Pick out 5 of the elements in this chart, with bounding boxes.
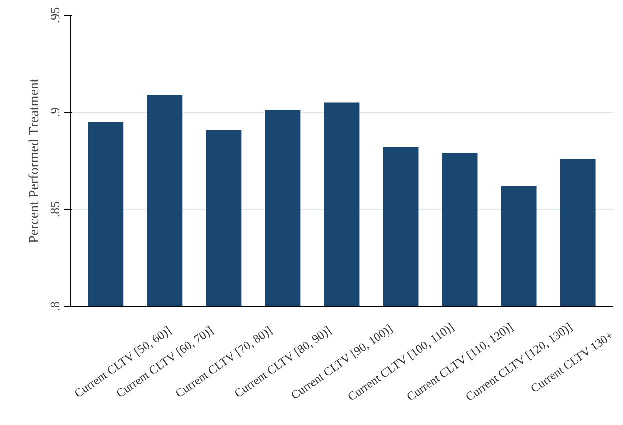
y-tick-label: .9 <box>48 108 62 118</box>
y-tick-label: .85 <box>48 201 62 218</box>
y-tick-label: .95 <box>48 7 62 24</box>
y-tick-label: .8 <box>48 302 62 312</box>
y-axis-title: Percent Performed Treatment <box>28 78 42 244</box>
